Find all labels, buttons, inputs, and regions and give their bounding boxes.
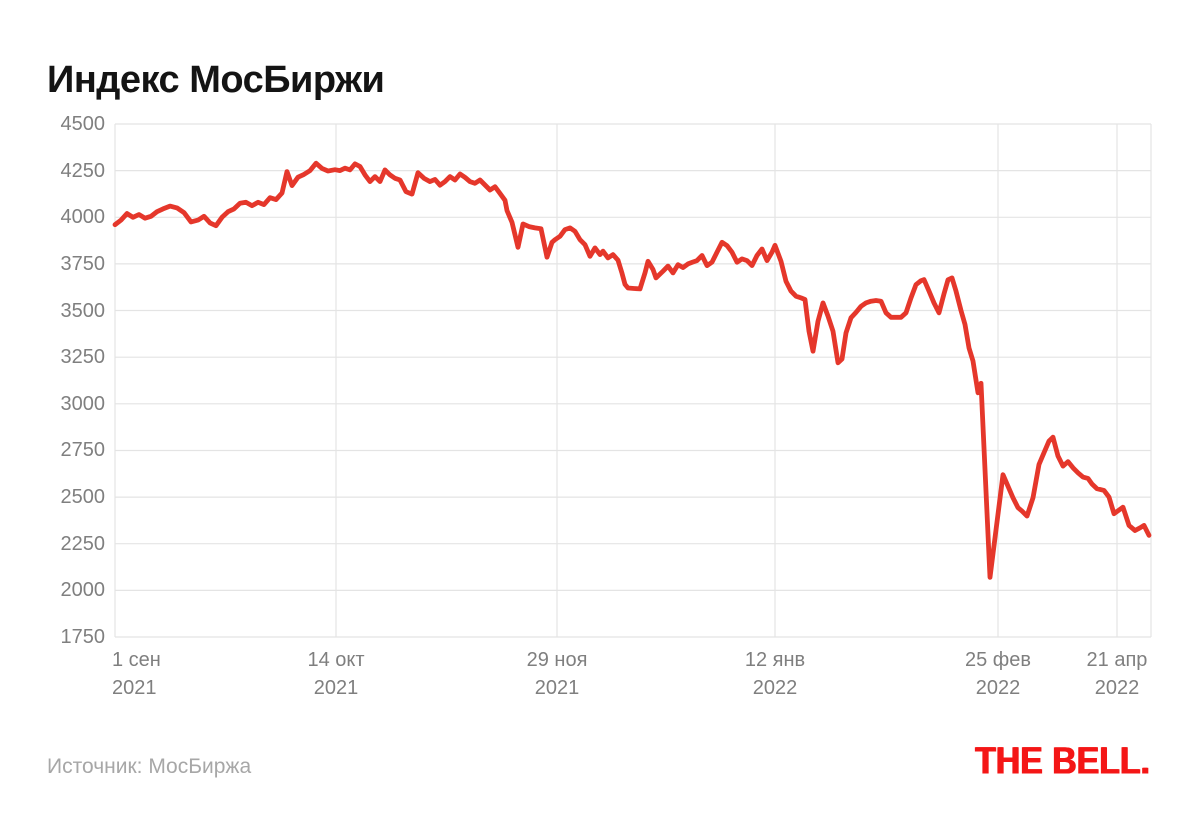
x-axis-label: 12 янв <box>744 649 806 671</box>
y-axis-label: 2750 <box>60 439 106 462</box>
x-axis-tick: 21 апр 2022 <box>1047 646 1187 702</box>
line-chart-svg <box>112 123 1152 638</box>
x-axis-label: 29 ноя <box>526 649 588 671</box>
y-axis-label: 2500 <box>60 486 106 509</box>
x-axis-year: 2022 <box>1094 677 1140 699</box>
y-axis-label: 2250 <box>60 532 106 555</box>
x-axis-tick: 12 янв 2022 <box>705 646 845 702</box>
x-axis-label: 21 апр <box>1086 649 1148 671</box>
y-axis-label: 3750 <box>60 252 106 275</box>
x-axis-tick: 14 окт 2021 <box>266 646 406 702</box>
y-axis-label: 3500 <box>60 299 106 322</box>
y-axis-label: 2000 <box>60 579 106 602</box>
x-axis-year: 2022 <box>752 677 798 699</box>
y-axis-label: 1750 <box>60 626 106 648</box>
chart-title: Индекс МосБиржи <box>47 59 385 102</box>
x-axis-year: 2021 <box>313 677 359 699</box>
x-axis-year: 2021 <box>112 677 157 699</box>
y-axis-label: 4500 <box>60 113 106 135</box>
x-axis-label: 25 фев <box>964 649 1031 671</box>
the-bell-logo: THE BELL. <box>975 738 1150 783</box>
x-axis-label: 14 окт <box>307 649 365 671</box>
x-axis-year: 2022 <box>975 677 1021 699</box>
y-axis-label: 3000 <box>60 392 106 415</box>
x-axis-year: 2021 <box>534 677 580 699</box>
y-axis-label: 3250 <box>60 346 106 369</box>
x-axis-label: 1 сен <box>112 649 161 671</box>
y-axis-label: 4250 <box>60 159 106 182</box>
source-note: Источник: МосБиржа <box>47 755 252 778</box>
x-axis-tick: 29 ноя 2021 <box>487 646 627 702</box>
x-axis-tick: 25 фев 2022 <box>928 646 1068 702</box>
x-axis-tick: 1 сен 2021 <box>112 646 232 702</box>
y-axis-label: 4000 <box>60 206 106 229</box>
